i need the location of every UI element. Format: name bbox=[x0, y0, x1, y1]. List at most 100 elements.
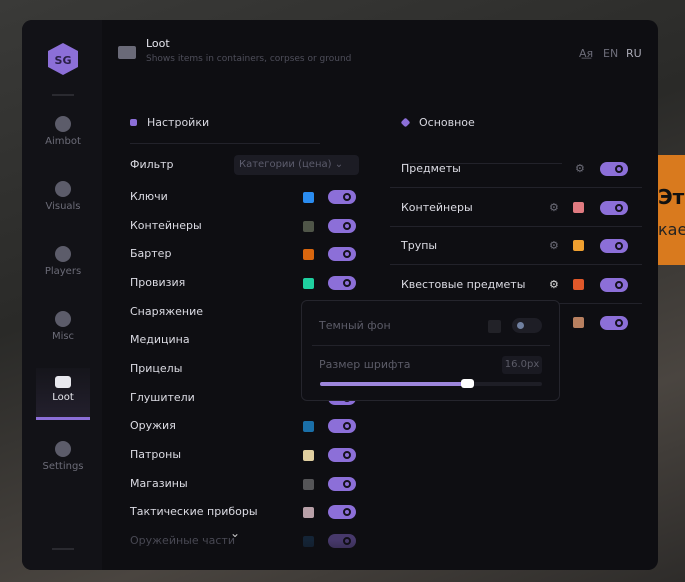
list-item-label: Тактические приборы bbox=[130, 505, 258, 519]
color-swatch[interactable] bbox=[303, 478, 314, 490]
users-icon bbox=[55, 246, 71, 262]
sidebar-item-label: Visuals bbox=[45, 201, 81, 212]
scroll-fade bbox=[122, 540, 392, 570]
color-swatch[interactable] bbox=[573, 201, 584, 213]
color-swatch[interactable] bbox=[303, 449, 314, 461]
enable-toggle[interactable] bbox=[600, 239, 628, 253]
settings-popup: Темный фон Размер шрифта 16.0px bbox=[301, 300, 560, 401]
divider bbox=[390, 264, 642, 265]
dark-bg-label: Темный фон bbox=[319, 319, 391, 332]
sidebar-item-label: Settings bbox=[42, 461, 84, 472]
toggle-knob bbox=[517, 322, 524, 329]
app-window: SG Aimbot Visuals Players Misc Loot Settings … bbox=[22, 20, 658, 570]
list-item-label: Ключи bbox=[130, 190, 168, 203]
font-size-slider[interactable] bbox=[320, 379, 542, 388]
chevron-down-icon: ⌄ bbox=[334, 159, 344, 170]
divider bbox=[52, 94, 74, 96]
enable-toggle[interactable] bbox=[328, 218, 356, 233]
page-title: Loot bbox=[146, 37, 170, 50]
list-item-label: Бартер bbox=[130, 247, 172, 261]
list-item-label: Прицелы bbox=[130, 361, 183, 375]
background-banner: Эт кае bbox=[658, 155, 685, 265]
color-swatch[interactable] bbox=[303, 507, 314, 519]
lang-en[interactable]: EN bbox=[603, 47, 619, 60]
sidebar-item-loot[interactable]: Loot bbox=[36, 368, 90, 420]
sidebar-item-label: Loot bbox=[52, 392, 74, 403]
enable-toggle[interactable] bbox=[328, 505, 356, 520]
filter-value: Категории (цена) bbox=[239, 159, 332, 170]
enable-toggle[interactable] bbox=[328, 476, 356, 491]
slider-fill bbox=[320, 382, 467, 386]
list-item-label: Оружия bbox=[130, 419, 176, 433]
list-item-label: Медицина bbox=[130, 333, 190, 347]
gear-icon[interactable]: ⚙ bbox=[575, 162, 585, 175]
list-item-label: Глушители bbox=[130, 390, 195, 404]
banner-text: Эт bbox=[658, 185, 685, 209]
color-swatch[interactable] bbox=[303, 277, 314, 289]
enable-toggle[interactable] bbox=[600, 316, 628, 330]
color-swatch[interactable] bbox=[303, 220, 314, 232]
gear-icon[interactable]: ⚙ bbox=[549, 200, 559, 214]
enable-toggle[interactable] bbox=[600, 277, 628, 292]
chevron-down-icon[interactable]: ⌄ bbox=[230, 526, 241, 540]
font-size-label: Размер шрифта bbox=[319, 358, 411, 371]
gear-icon bbox=[130, 119, 137, 126]
list-item-label: Контейнеры bbox=[401, 200, 473, 214]
enable-toggle[interactable] bbox=[328, 275, 356, 290]
dark-bg-toggle[interactable] bbox=[512, 318, 542, 333]
briefcase-icon bbox=[118, 46, 136, 59]
sidebar-item-misc[interactable]: Misc bbox=[36, 303, 90, 355]
list-item-label: Контейнеры bbox=[130, 218, 202, 232]
gear-icon[interactable]: ⚙ bbox=[549, 239, 559, 252]
logo-icon: SG bbox=[48, 43, 78, 75]
enable-toggle[interactable] bbox=[600, 200, 628, 215]
list-item-label: Трупы bbox=[401, 239, 438, 252]
briefcase-icon bbox=[55, 376, 71, 388]
sidebar-item-players[interactable]: Players bbox=[36, 238, 90, 290]
gamepad-icon bbox=[55, 181, 71, 197]
alien-icon bbox=[55, 116, 71, 132]
chat-icon bbox=[55, 311, 71, 327]
enable-toggle[interactable] bbox=[328, 190, 356, 204]
list-item-label: Патроны bbox=[130, 447, 182, 461]
sidebar-item-visuals[interactable]: Visuals bbox=[36, 173, 90, 225]
page-subtitle: Shows items in containers, corpses or gr… bbox=[146, 54, 352, 64]
divider bbox=[312, 345, 550, 346]
enable-toggle[interactable] bbox=[328, 419, 356, 434]
sidebar: SG Aimbot Visuals Players Misc Loot Settings bbox=[22, 20, 102, 570]
divider bbox=[52, 548, 74, 550]
main-section-title: Основное bbox=[400, 116, 475, 129]
divider bbox=[402, 163, 562, 164]
filter-select[interactable]: Категории (цена) ⌄ bbox=[234, 155, 359, 175]
enable-toggle[interactable] bbox=[600, 162, 628, 176]
diamond-icon bbox=[400, 117, 411, 128]
color-swatch[interactable] bbox=[573, 240, 584, 251]
svg-text:SG: SG bbox=[55, 54, 72, 67]
lang-ru[interactable]: RU bbox=[626, 47, 642, 60]
font-size-value: 16.0px bbox=[502, 356, 542, 374]
sidebar-item-settings[interactable]: Settings bbox=[36, 433, 90, 485]
filter-label: Фильтр bbox=[130, 158, 174, 171]
color-swatch[interactable] bbox=[303, 421, 314, 433]
section-title-text: Настройки bbox=[147, 116, 210, 129]
divider bbox=[130, 143, 320, 144]
color-swatch[interactable] bbox=[303, 192, 314, 203]
color-swatch[interactable] bbox=[303, 249, 314, 261]
sidebar-item-label: Players bbox=[44, 266, 82, 277]
sidebar-item-aimbot[interactable]: Aimbot bbox=[36, 108, 90, 160]
list-icon bbox=[55, 441, 71, 457]
color-swatch[interactable] bbox=[573, 317, 584, 328]
dark-bg-color[interactable] bbox=[488, 320, 501, 333]
list-item-label: Квестовые предметы bbox=[401, 277, 526, 291]
settings-section-title: Настройки bbox=[130, 116, 209, 129]
divider bbox=[390, 225, 642, 227]
enable-toggle[interactable] bbox=[328, 247, 356, 262]
banner-text: кае bbox=[658, 220, 685, 239]
sidebar-item-label: Aimbot bbox=[45, 136, 81, 147]
enable-toggle[interactable] bbox=[328, 447, 356, 462]
slider-handle[interactable] bbox=[460, 379, 474, 388]
divider bbox=[390, 187, 642, 188]
color-swatch[interactable] bbox=[573, 278, 584, 290]
sidebar-item-label: Misc bbox=[51, 331, 75, 342]
gear-icon[interactable]: ⚙ bbox=[549, 277, 559, 291]
